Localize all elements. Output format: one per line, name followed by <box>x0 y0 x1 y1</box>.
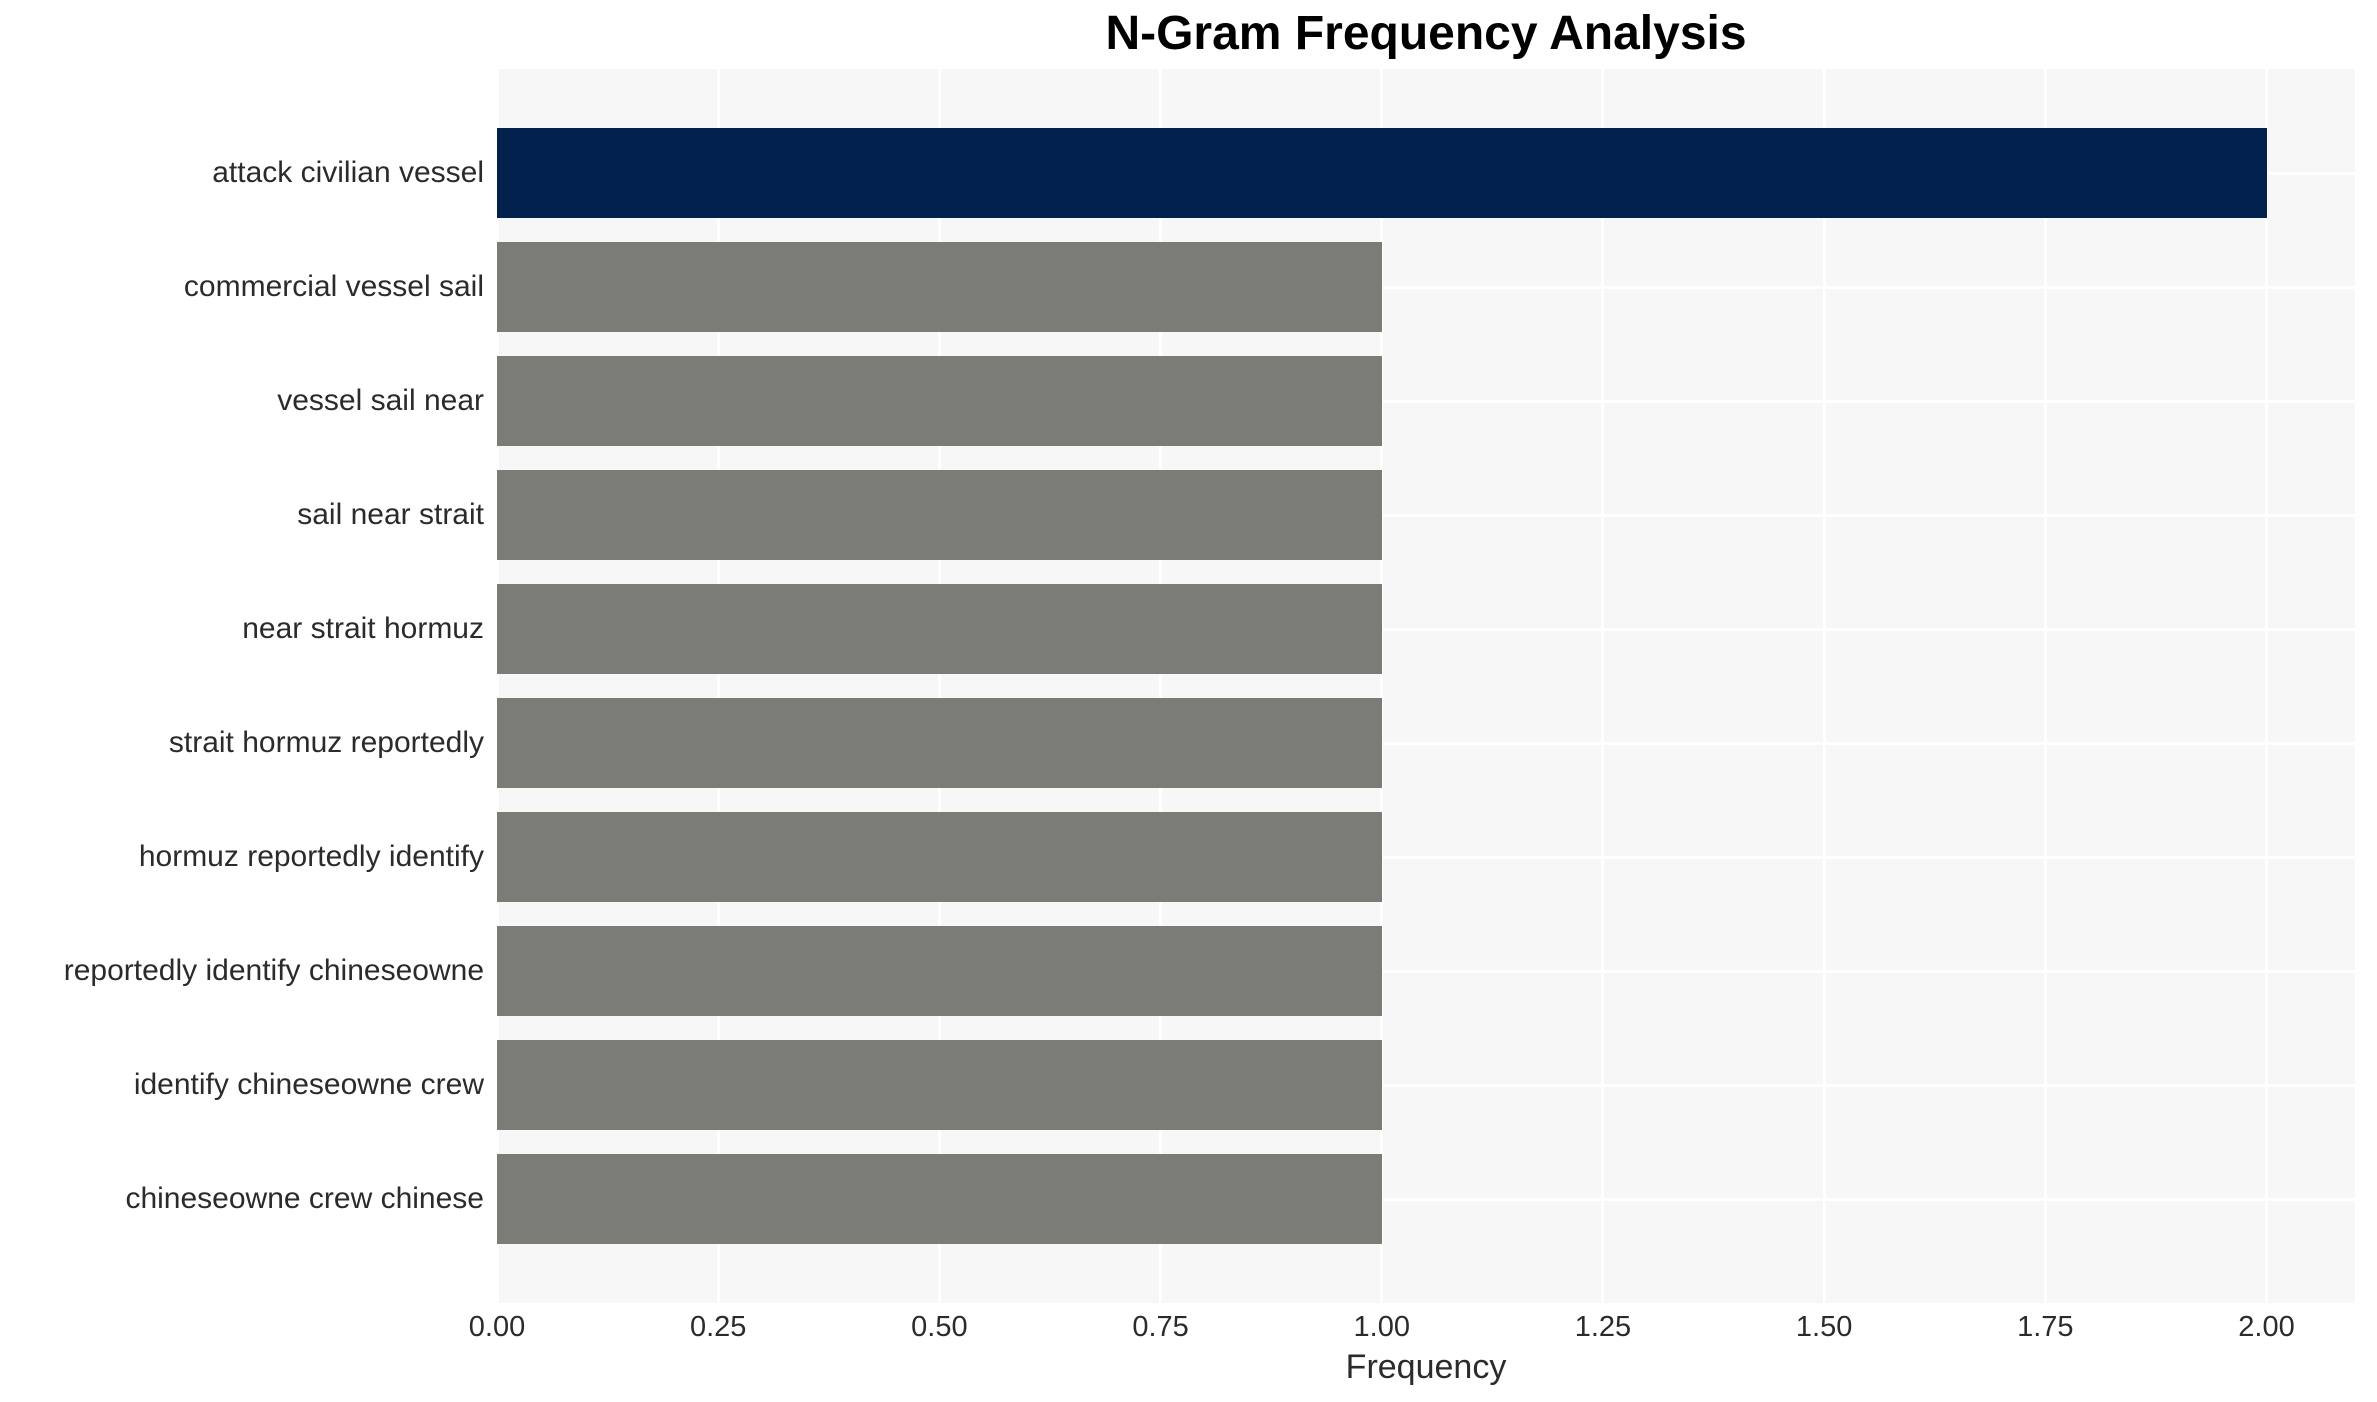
x-tick-label: 1.25 <box>1574 1311 1632 1343</box>
x-tick-label: 1.50 <box>1795 1311 1853 1343</box>
gridline-vertical <box>1159 69 1163 1303</box>
gridline-horizontal <box>497 1197 2355 1201</box>
bar-vessel-sail-near <box>497 356 1382 446</box>
gridline-vertical <box>2265 69 2269 1303</box>
y-tick-label: attack civilian vessel <box>212 156 484 189</box>
x-tick-label: 2.00 <box>2238 1311 2295 1343</box>
bar-commercial-vessel-sail <box>497 242 1382 332</box>
gridline-horizontal <box>497 285 2355 289</box>
bar-sail-near-strait <box>497 470 1382 560</box>
x-tick-label: 0.00 <box>468 1311 526 1343</box>
gridline-vertical <box>1601 69 1605 1303</box>
y-tick-label: near strait hormuz <box>242 612 484 645</box>
x-tick-label: 0.75 <box>1132 1311 1189 1343</box>
gridline-horizontal <box>497 627 2355 631</box>
x-axis-title: Frequency <box>1345 1348 1507 1386</box>
gridline-vertical <box>1380 69 1384 1303</box>
x-tick-label: 0.50 <box>911 1311 968 1343</box>
gridline-vertical <box>716 69 720 1303</box>
gridline-horizontal <box>497 513 2355 517</box>
gridline-vertical <box>937 69 941 1303</box>
bar-chineseowne-crew-chinese <box>497 1154 1382 1244</box>
gridline-horizontal <box>497 969 2355 973</box>
x-tick-label: 1.00 <box>1353 1311 1410 1343</box>
gridline-horizontal <box>497 1083 2355 1087</box>
gridline-horizontal <box>497 399 2355 403</box>
gridline-vertical <box>1822 69 1826 1303</box>
bar-strait-hormuz-reportedly <box>497 698 1382 788</box>
y-tick-label: hormuz reportedly identify <box>138 840 484 873</box>
bar-hormuz-reportedly-identify <box>497 812 1382 902</box>
x-tick-label: 1.75 <box>2017 1311 2074 1343</box>
gridline-horizontal <box>497 855 2355 859</box>
plot-area <box>495 69 2355 1303</box>
gridline-vertical <box>495 69 499 1303</box>
x-tick-label: 0.25 <box>689 1311 747 1343</box>
y-tick-label: commercial vessel sail <box>183 270 484 303</box>
bar-near-strait-hormuz <box>497 584 1382 674</box>
gridline-vertical <box>2043 69 2047 1303</box>
chart-title: N-Gram Frequency Analysis <box>1105 7 1747 60</box>
y-tick-label: identify chineseowne crew <box>133 1068 484 1101</box>
gridline-horizontal <box>497 741 2355 745</box>
bar-reportedly-identify-chineseowne <box>497 926 1382 1016</box>
bar-identify-chineseowne-crew <box>497 1040 1382 1130</box>
y-tick-label: sail near strait <box>297 498 484 531</box>
bar-attack-civilian-vessel <box>497 128 2267 218</box>
y-tick-label: strait hormuz reportedly <box>168 726 484 759</box>
y-tick-label: vessel sail near <box>277 384 484 417</box>
y-tick-label: chineseowne crew chinese <box>125 1182 484 1215</box>
y-tick-label: reportedly identify chineseowne <box>63 954 484 987</box>
